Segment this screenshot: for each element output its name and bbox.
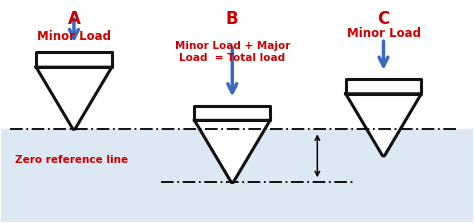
Polygon shape <box>36 52 112 67</box>
Text: B: B <box>226 10 238 28</box>
Polygon shape <box>346 79 421 94</box>
Text: Minor Load + Major
Load  = Total load: Minor Load + Major Load = Total load <box>174 41 290 63</box>
Text: A: A <box>67 10 81 28</box>
Polygon shape <box>194 106 270 120</box>
Bar <box>0 129 474 222</box>
Polygon shape <box>194 120 270 182</box>
Polygon shape <box>346 94 421 156</box>
Text: Minor Load: Minor Load <box>346 27 420 40</box>
Text: C: C <box>377 10 390 28</box>
Text: Zero reference line: Zero reference line <box>15 155 128 165</box>
Polygon shape <box>36 67 112 129</box>
Text: Minor Load: Minor Load <box>37 29 111 43</box>
